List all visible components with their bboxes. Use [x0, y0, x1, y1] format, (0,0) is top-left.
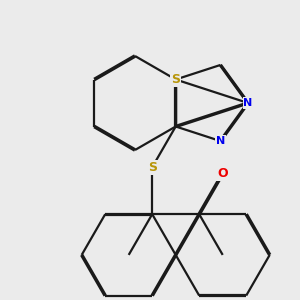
Text: S: S	[171, 73, 180, 86]
Text: N: N	[243, 98, 253, 108]
Text: S: S	[148, 161, 157, 174]
Text: O: O	[218, 167, 228, 180]
Text: N: N	[216, 136, 225, 146]
Text: N: N	[243, 98, 253, 108]
